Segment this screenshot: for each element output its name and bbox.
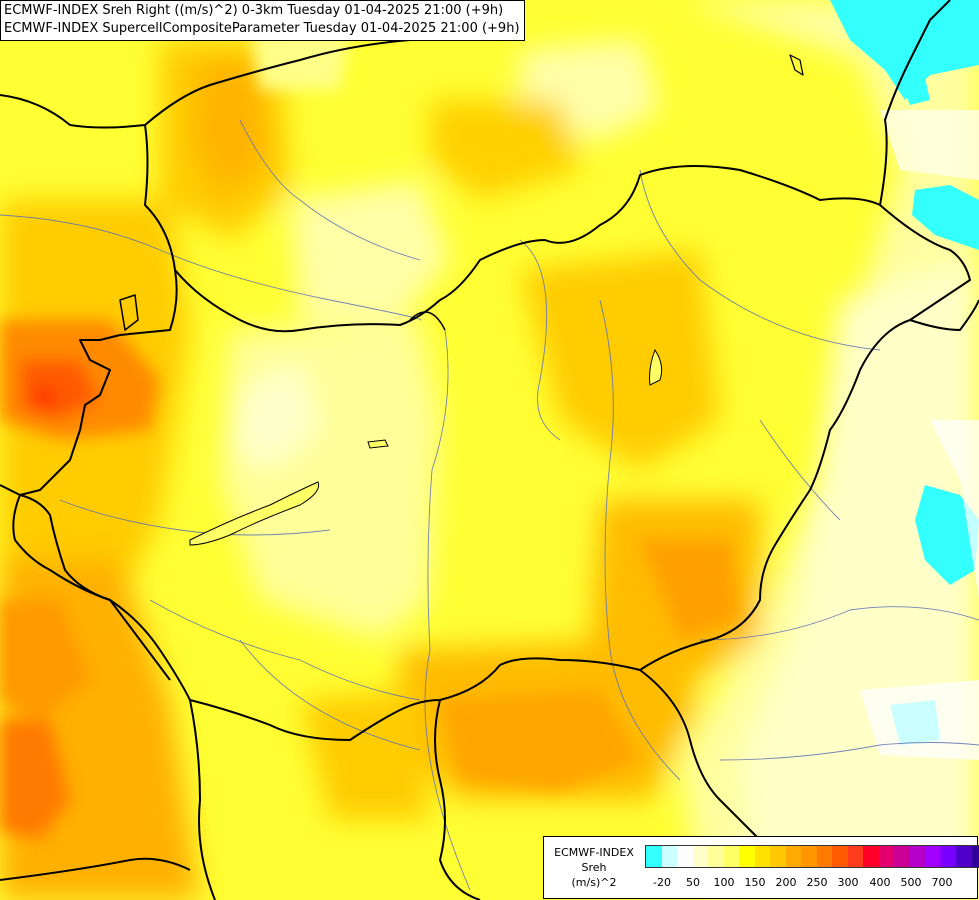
legend-tick-labels: -20 50 100 150 200 250 300 400 500 700 xyxy=(645,876,975,890)
legend-tick-label: 50 xyxy=(686,876,700,889)
legend-swatch xyxy=(785,846,801,867)
legend-swatch xyxy=(909,846,925,867)
legend-swatch xyxy=(956,846,972,867)
legend-swatch xyxy=(646,846,662,867)
legend-unit: (m/s)^2 xyxy=(571,876,617,889)
color-legend: ECMWF-INDEX Sreh (m/s)^2 -20 50 100 150 200 2… xyxy=(543,836,979,899)
legend-tick-label: 150 xyxy=(744,876,766,889)
legend-swatch xyxy=(816,846,832,867)
rivers xyxy=(0,119,979,891)
legend-source: ECMWF-INDEX xyxy=(554,846,634,859)
legend-swatch xyxy=(661,846,677,867)
legend-tick-label: 100 xyxy=(713,876,735,889)
title-line-1: ECMWF-INDEX Sreh Right ((m/s)^2) 0-3km T… xyxy=(4,3,504,18)
legend-swatch xyxy=(878,846,894,867)
legend-swatch xyxy=(863,846,879,867)
legend-color-bar xyxy=(645,845,979,868)
legend-swatch xyxy=(925,846,941,867)
legend-variable: Sreh xyxy=(581,861,607,874)
legend-swatch xyxy=(971,846,979,867)
legend-swatch xyxy=(832,846,848,867)
legend-tick-label: 200 xyxy=(775,876,797,889)
river-borders xyxy=(174,269,446,331)
legend-swatch xyxy=(754,846,770,867)
title-line-2: ECMWF-INDEX SupercellCompositeParameter … xyxy=(4,21,520,36)
legend-swatch xyxy=(677,846,693,867)
legend-swatch xyxy=(940,846,956,867)
legend-swatch xyxy=(692,846,708,867)
legend-tick-label: 400 xyxy=(869,876,891,889)
map-title: ECMWF-INDEX Sreh Right ((m/s)^2) 0-3km T… xyxy=(0,0,525,41)
lakes xyxy=(189,348,663,546)
legend-label: ECMWF-INDEX Sreh (m/s)^2 xyxy=(544,845,644,890)
legend-tick-label: 500 xyxy=(900,876,922,889)
legend-tick-label: -20 xyxy=(653,876,671,889)
legend-swatch xyxy=(708,846,724,867)
legend-swatch xyxy=(723,846,739,867)
legend-tick-label: 700 xyxy=(931,876,953,889)
legend-swatch xyxy=(739,846,755,867)
legend-tick-label: 250 xyxy=(806,876,828,889)
legend-swatch xyxy=(801,846,817,867)
legend-tick-label: 300 xyxy=(837,876,859,889)
legend-swatch xyxy=(847,846,863,867)
legend-swatch xyxy=(770,846,786,867)
legend-swatch xyxy=(894,846,910,867)
